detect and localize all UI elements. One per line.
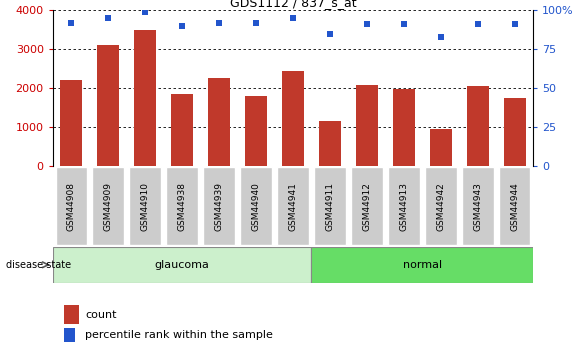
Text: GSM44908: GSM44908 [67,181,76,231]
Text: GSM44909: GSM44909 [104,181,113,231]
FancyBboxPatch shape [425,167,456,245]
Point [399,21,408,27]
Point [325,31,335,37]
Text: count: count [85,310,117,319]
Text: GSM44912: GSM44912 [362,182,372,230]
FancyBboxPatch shape [351,167,383,245]
Bar [466,86,489,166]
Point [104,15,113,21]
FancyBboxPatch shape [462,167,493,245]
Point [288,15,298,21]
Bar [208,78,230,166]
Point [251,20,261,26]
FancyBboxPatch shape [53,247,312,283]
Text: normal: normal [403,260,442,270]
Text: GSM44938: GSM44938 [178,181,186,231]
Point [510,21,519,27]
FancyBboxPatch shape [93,167,124,245]
FancyBboxPatch shape [277,167,309,245]
Text: GSM44944: GSM44944 [510,182,519,230]
Point [436,34,445,40]
Bar [171,94,193,166]
Point [362,21,372,27]
Text: GSM44943: GSM44943 [473,182,482,230]
Point [141,9,150,15]
FancyBboxPatch shape [240,167,272,245]
FancyBboxPatch shape [388,167,420,245]
Text: glaucoma: glaucoma [155,260,210,270]
FancyBboxPatch shape [130,167,161,245]
Bar [356,85,378,166]
Text: GSM44910: GSM44910 [141,181,149,231]
Text: disease state: disease state [6,260,71,270]
Bar [60,80,82,166]
Bar [319,121,341,166]
Bar [430,129,452,166]
Bar [282,70,304,166]
FancyBboxPatch shape [312,247,533,283]
FancyBboxPatch shape [56,167,87,245]
Text: GSM44913: GSM44913 [400,181,408,231]
FancyBboxPatch shape [203,167,235,245]
Title: GDS1112 / 837_s_at: GDS1112 / 837_s_at [230,0,356,9]
Point [473,21,482,27]
Bar [97,45,120,166]
Bar [393,89,415,166]
Bar [245,96,267,166]
FancyBboxPatch shape [166,167,198,245]
Text: GSM44911: GSM44911 [325,181,335,231]
Text: percentile rank within the sample: percentile rank within the sample [85,330,273,339]
FancyBboxPatch shape [314,167,346,245]
FancyBboxPatch shape [499,167,530,245]
Point [67,20,76,26]
Text: GSM44942: GSM44942 [437,182,445,230]
Bar [134,30,156,166]
Text: GSM44940: GSM44940 [251,182,261,230]
Point [178,23,187,29]
Bar [504,98,526,166]
Text: GSM44939: GSM44939 [214,181,224,231]
Point [214,20,224,26]
Text: GSM44941: GSM44941 [288,182,298,230]
